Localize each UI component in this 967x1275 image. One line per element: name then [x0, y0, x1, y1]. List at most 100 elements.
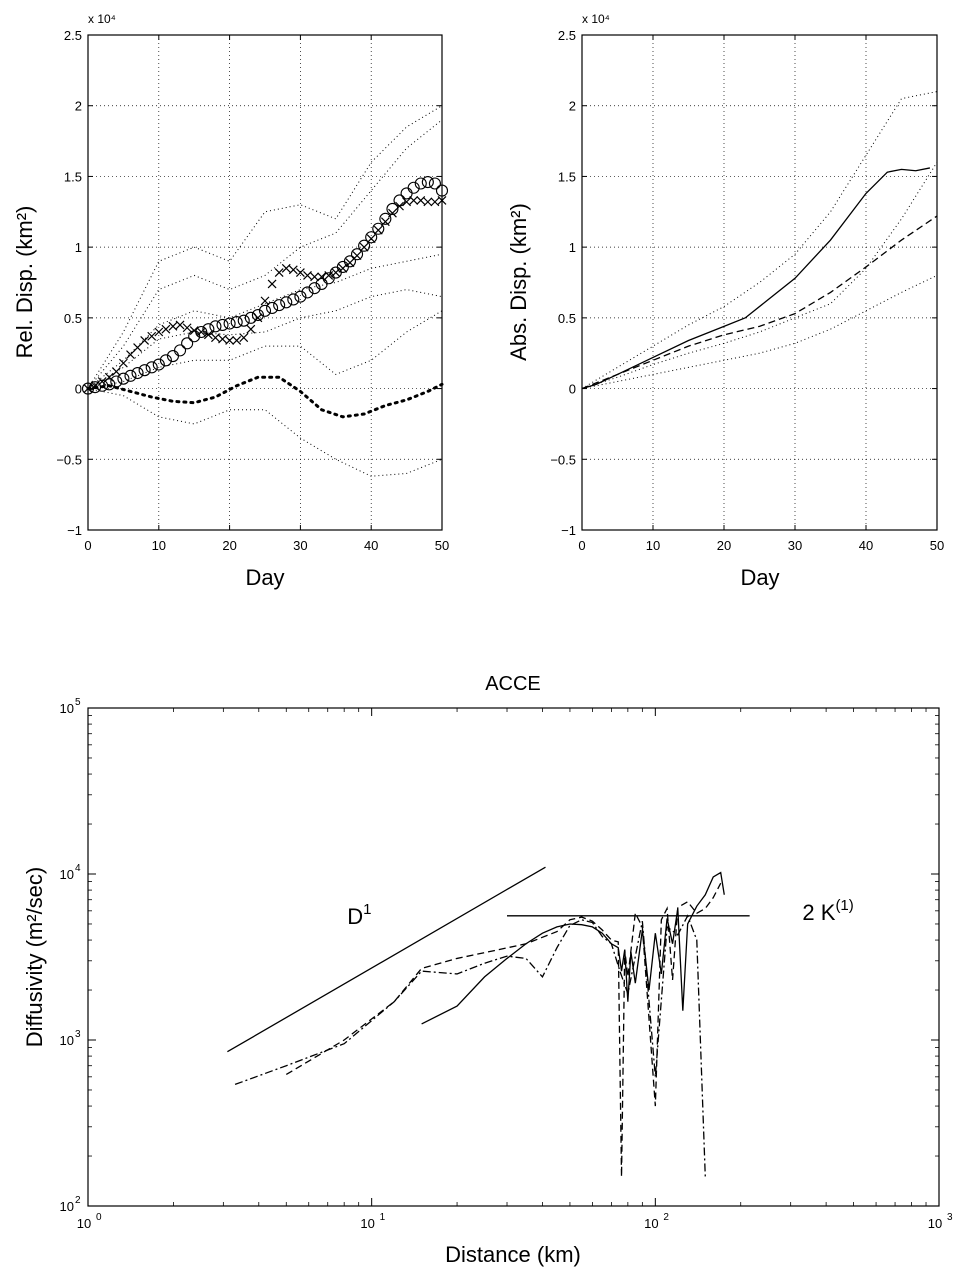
cross-marker [409, 196, 419, 205]
x-tick-label: 20 [222, 538, 236, 553]
chart-title: ACCE [485, 673, 541, 695]
cross-marker [218, 334, 227, 344]
y-tick-label: −0.5 [550, 452, 576, 467]
y-tick-label: 0 [75, 382, 82, 397]
cross-marker [303, 271, 312, 280]
y-tick-exponent: 4 [75, 863, 81, 874]
cross-marker [196, 327, 206, 337]
cross-marker [260, 296, 270, 306]
circle-marker [173, 344, 187, 357]
x-axis-label: Distance (km) [445, 1242, 581, 1267]
y-tick-label: 10 [60, 867, 74, 882]
plot-area [581, 34, 938, 531]
cross-marker [118, 358, 128, 368]
y-tick-label: −0.5 [56, 452, 82, 467]
cross-marker [203, 330, 213, 340]
x-tick-label: 0 [578, 538, 585, 553]
y-tick-label: 1 [569, 240, 576, 255]
circle-marker [258, 304, 272, 317]
y-tick-label: 1.5 [64, 169, 82, 184]
cross-marker [402, 197, 412, 207]
cross-marker [189, 326, 199, 336]
cross-marker [239, 333, 249, 343]
cross-marker [175, 320, 185, 330]
dotted-series-line [581, 274, 938, 390]
y-tick-exponent: 5 [75, 697, 81, 708]
circle-marker [138, 364, 151, 377]
solid-series-line [581, 167, 931, 390]
dashed-series-line [581, 215, 938, 390]
cross-marker [161, 324, 171, 334]
annotations: D1 2 K(1) [347, 897, 854, 929]
series-group [581, 91, 938, 390]
y-axis-label: Rel. Disp. (km²) [12, 206, 37, 359]
rel-disp-chart: 0 10 20 30 40 50−1−0.500.511.522.5 x 10⁴ Day … [12, 12, 449, 590]
cross-marker [104, 372, 114, 382]
annotation-label: D1 [347, 901, 371, 929]
y-tick-label: 1.5 [558, 169, 576, 184]
circle-marker [110, 375, 123, 388]
annotation-label: 2 K(1) [802, 897, 853, 925]
x-tick-label: 20 [717, 538, 731, 553]
ticks: 0 10 20 30 40 50 −1 −0.5 0 0.5 1 1.5 2 2.5 [56, 28, 449, 553]
cross-marker [288, 265, 298, 275]
circle-marker [435, 184, 449, 197]
x-tick-exponent: 0 [96, 1212, 102, 1223]
circle-marker [379, 212, 392, 225]
x-tick-label: 10 [152, 538, 166, 553]
cross-marker [274, 268, 284, 278]
cross-marker [373, 225, 383, 235]
cross-marker [140, 336, 150, 345]
circle-marker [308, 282, 321, 295]
circle-marker [343, 255, 357, 268]
circle-marker [124, 369, 137, 382]
circle-marker [216, 318, 229, 331]
y-axis-label: Diffusivity (m²/sec) [22, 867, 47, 1048]
annotation-superscript: (1) [835, 897, 853, 914]
circle-marker [237, 314, 250, 327]
grid [582, 35, 937, 530]
cross-marker [281, 263, 291, 273]
cross-marker [225, 336, 235, 345]
x-axis-label: Day [245, 565, 284, 590]
cross-marker [295, 268, 305, 278]
y-tick-label: 0.5 [558, 311, 576, 326]
dotted-series-line [581, 162, 938, 390]
cross-marker [345, 258, 355, 268]
cross-marker [147, 331, 157, 341]
x-tick-exponent: 2 [663, 1212, 669, 1223]
series-group [227, 866, 750, 1177]
cross-marker [111, 367, 121, 377]
ticks: 10 0 10 1 10 2 10 310 210 310 410 5 [60, 697, 953, 1231]
x-tick-exponent: 1 [380, 1212, 386, 1223]
y-tick-label: 2.5 [64, 28, 82, 43]
cross-marker [338, 263, 348, 273]
cross-marker [380, 217, 390, 227]
cross-marker [416, 196, 426, 205]
y-tick-label: 0 [569, 382, 576, 397]
cross-marker [388, 208, 397, 218]
x-tick-label: 10 [360, 1216, 374, 1231]
cross-marker [352, 251, 362, 261]
annotation-text: 2 K [802, 900, 835, 925]
cross-marker [133, 343, 142, 352]
circle-marker [358, 239, 371, 252]
cross-marker [154, 327, 164, 337]
y-tick-label: 0.5 [64, 311, 82, 326]
dotted-series-line [87, 105, 443, 389]
x-tick-label: 30 [788, 538, 802, 553]
circle-marker [181, 337, 194, 350]
cross-marker [232, 336, 242, 345]
plot-area [87, 34, 443, 531]
circle-marker [81, 382, 95, 395]
cross-marker [359, 242, 369, 252]
y-tick-label: 2 [75, 99, 82, 114]
x-tick-label: 40 [364, 538, 378, 553]
circle-marker [230, 316, 243, 329]
y-tick-label: −1 [67, 523, 82, 538]
cross-marker [182, 323, 192, 333]
y-tick-label: 2.5 [558, 28, 576, 43]
x-tick-exponent: 3 [947, 1212, 953, 1223]
circle-marker [407, 181, 420, 194]
